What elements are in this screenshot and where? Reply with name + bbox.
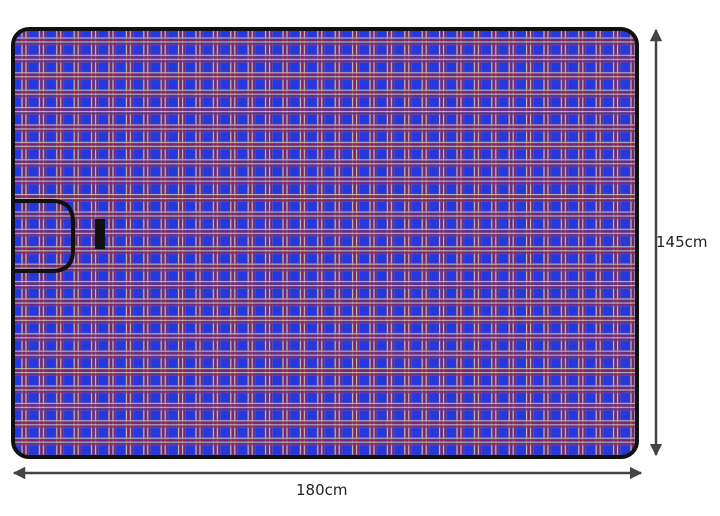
velcro-strap: [95, 219, 105, 249]
picnic-blanket: [11, 27, 639, 459]
height-label: 145cm: [656, 233, 708, 251]
carry-flap: [13, 199, 75, 273]
width-label: 180cm: [296, 481, 348, 499]
